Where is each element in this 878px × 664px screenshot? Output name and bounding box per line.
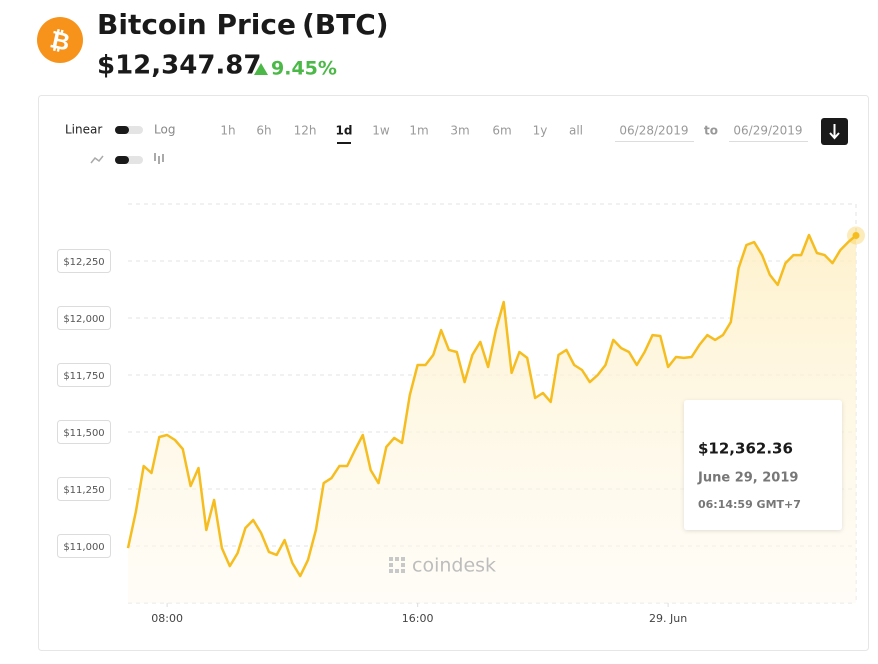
y-tick-label: $11,750 (63, 371, 104, 382)
btc-icon (37, 17, 83, 63)
y-tick-box (57, 534, 111, 558)
range-button[interactable]: 1w (372, 124, 390, 138)
tooltip-time: 06:14:59 GMT+7 (698, 498, 801, 511)
range-button[interactable]: 6m (492, 124, 511, 138)
scale-toggle-knob (115, 126, 129, 134)
date-to[interactable]: 06/29/2019 (733, 124, 802, 138)
y-tick-label: $12,000 (63, 314, 104, 325)
y-tick-label: $11,500 (63, 428, 104, 439)
price: $12,347.87 (97, 51, 261, 81)
y-tick-box (57, 249, 111, 273)
range-buttons: 1h 6h 12h 1d 1w 1m 3m 6m 1y all (220, 124, 583, 144)
tooltip-price: $12,362.36 (698, 440, 793, 458)
download-icon (829, 124, 840, 140)
ticker: (BTC) (302, 8, 389, 41)
y-tick-box (57, 420, 111, 444)
range-button[interactable]: 12h (294, 124, 317, 138)
y-tick-label: $11,000 (63, 542, 104, 553)
change: 9.45% (271, 58, 337, 80)
date-from[interactable]: 06/28/2019 (619, 124, 688, 138)
range-button[interactable]: 3m (450, 124, 469, 138)
range-button[interactable]: 1m (409, 124, 428, 138)
x-tick-label: 08:00 (151, 612, 183, 625)
price-area (128, 235, 856, 603)
watermark: coindesk (412, 555, 496, 577)
plot: $11,000 $11,250 $11,500 $11,750 $12,000 $12,2… (57, 203, 865, 625)
scale-linear[interactable]: Linear (65, 123, 102, 137)
scale-log[interactable]: Log (154, 123, 175, 137)
y-tick-box (57, 363, 111, 387)
up-arrow (254, 63, 268, 75)
price-line (126, 233, 857, 578)
watermark-logo (389, 557, 405, 573)
range-button[interactable]: 1h (220, 124, 235, 138)
tooltip-date: June 29, 2019 (697, 471, 798, 486)
x-tick-label: 16:00 (402, 612, 434, 625)
range-button[interactable]: 1y (533, 124, 548, 138)
y-tick-box (57, 477, 111, 501)
range-button[interactable]: 6h (256, 124, 271, 138)
date-separator: to (704, 124, 718, 138)
range-button[interactable]: 1d (336, 124, 353, 138)
candle-icon[interactable] (154, 153, 164, 164)
y-tick-box (57, 306, 111, 330)
y-tick-label: $11,250 (63, 485, 104, 496)
y-tick-label: $12,250 (63, 257, 104, 268)
line-icon[interactable] (90, 155, 104, 164)
range-button[interactable]: all (569, 124, 583, 138)
title: Bitcoin Price (97, 8, 296, 41)
hover-point (852, 231, 860, 239)
tooltip (684, 400, 842, 530)
x-tick-label: 29. Jun (649, 612, 687, 625)
type-toggle-knob (115, 156, 129, 164)
